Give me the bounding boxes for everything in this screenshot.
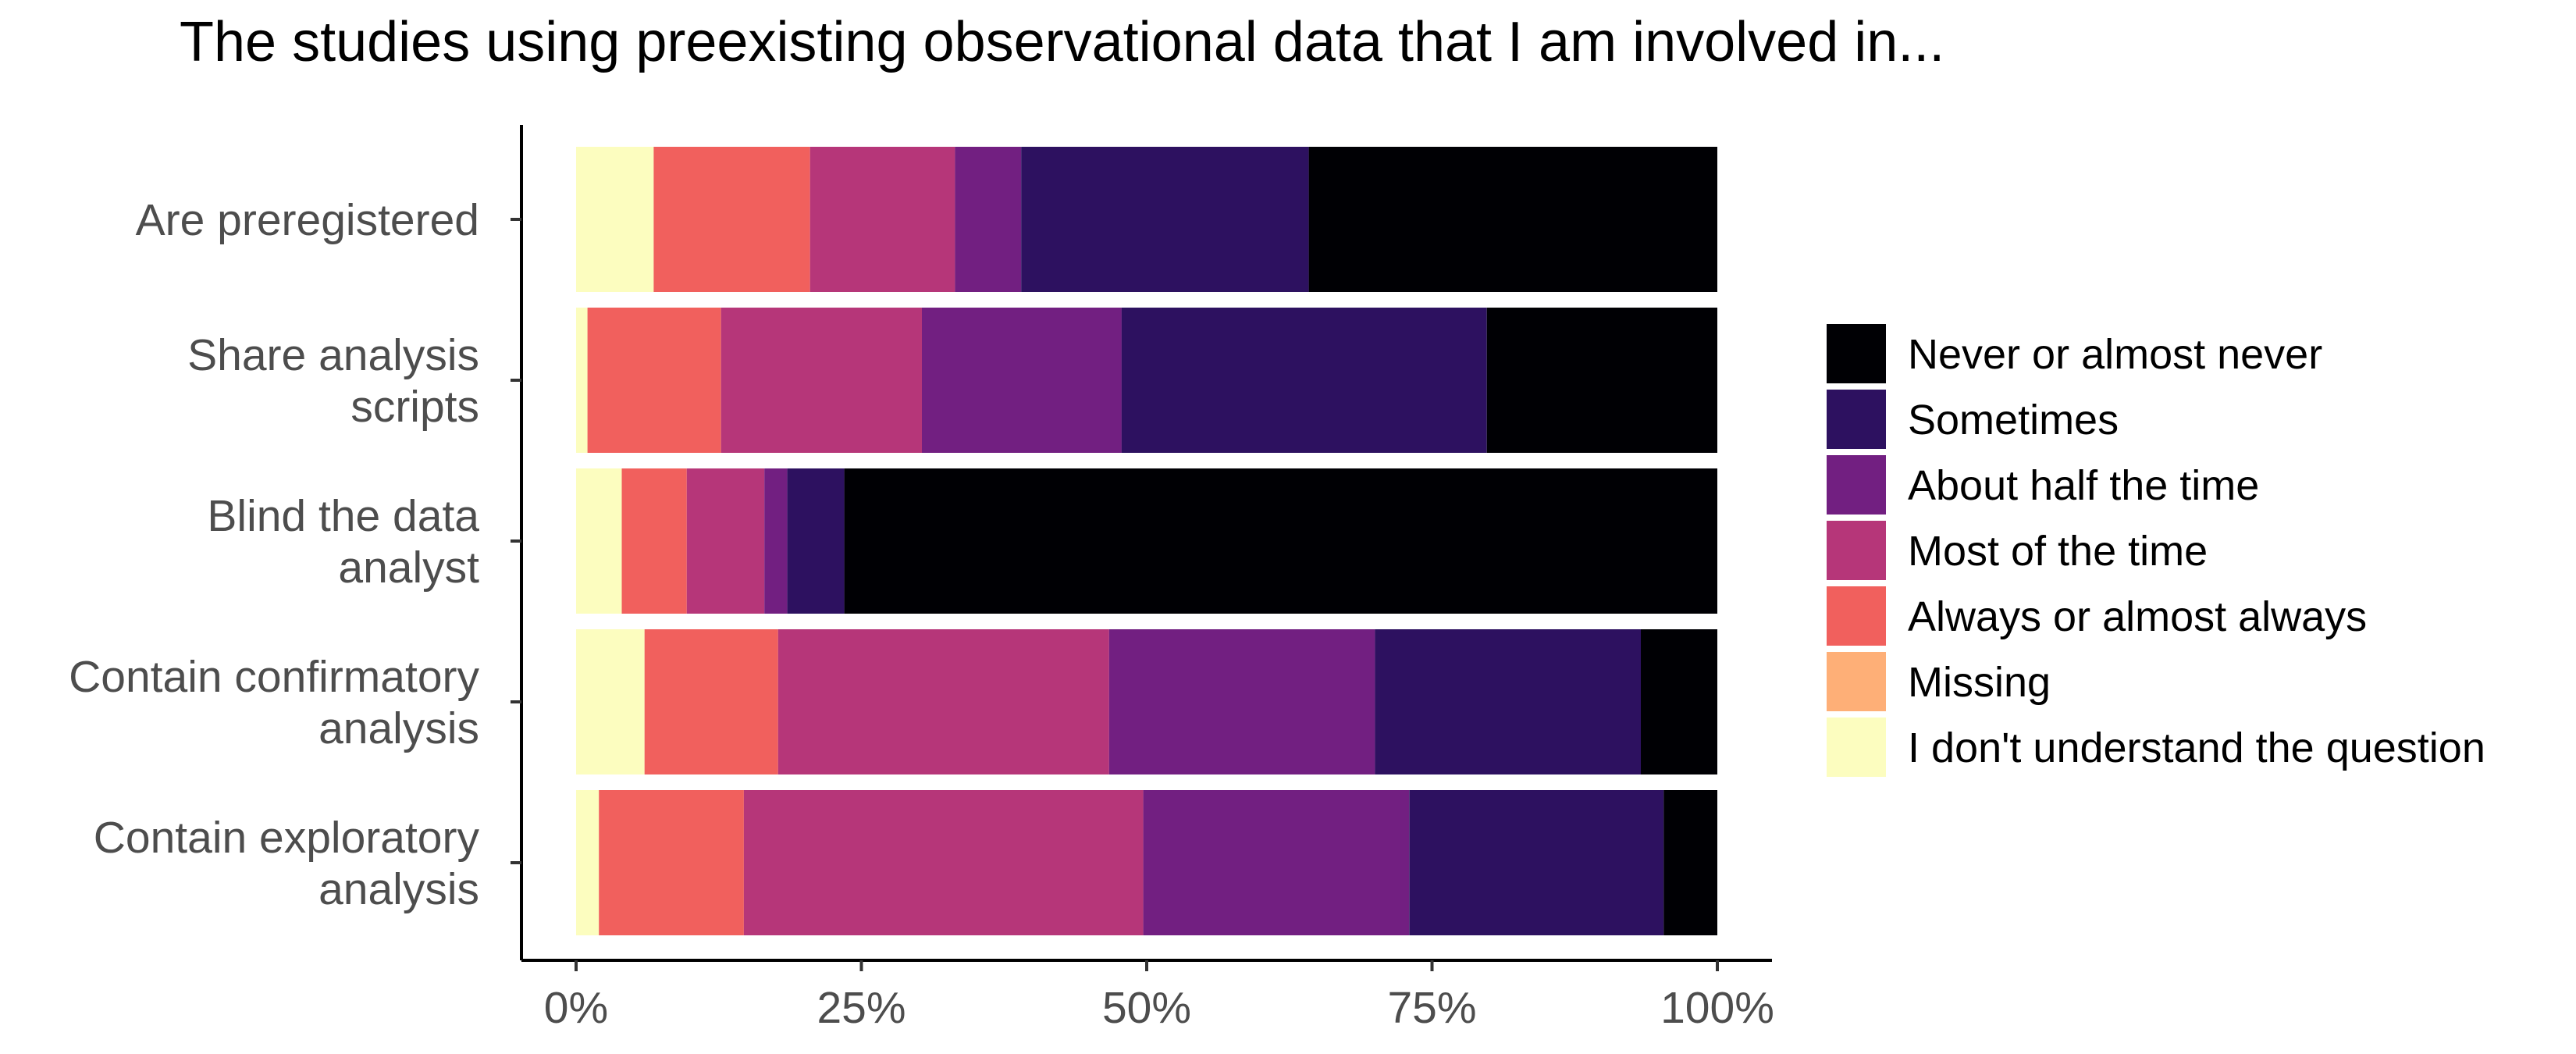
legend-swatch	[1827, 521, 1886, 580]
legend-swatch	[1827, 718, 1886, 777]
legend-swatch	[1827, 390, 1886, 449]
y-tick-label: analyst	[338, 543, 479, 593]
bar-segment	[1121, 308, 1487, 453]
bar-segment	[576, 629, 645, 774]
bars	[576, 147, 1717, 935]
y-tick-label: analysis	[318, 864, 479, 914]
bar-segment	[809, 147, 955, 292]
bar-segment	[844, 468, 1717, 614]
bar-segment	[1308, 147, 1717, 292]
chart-title: The studies using preexisting observatio…	[180, 11, 1944, 73]
x-axis-labels: 0% 25% 50% 75% 100%	[544, 983, 1774, 1033]
legend-label: About half the time	[1908, 462, 2259, 509]
x-tick-label: 0%	[544, 983, 608, 1033]
bar-segment	[576, 790, 600, 935]
legend-swatch	[1827, 324, 1886, 383]
bar-segment	[777, 629, 1109, 774]
legend-label: Sometimes	[1908, 397, 2119, 443]
bar-segment	[1486, 308, 1717, 453]
bar-segment	[1021, 147, 1309, 292]
legend-swatch	[1827, 455, 1886, 515]
x-tick-label: 75%	[1387, 983, 1476, 1033]
bar-segment	[587, 308, 721, 453]
x-tick-label: 50%	[1102, 983, 1191, 1033]
legend-label: I don't understand the question	[1908, 725, 2485, 771]
legend: Never or almost never Sometimes About half…	[1827, 324, 2485, 777]
bar-segment	[922, 308, 1122, 453]
bar-segment	[576, 468, 622, 614]
legend-swatch	[1827, 586, 1886, 646]
legend-swatch	[1827, 652, 1886, 711]
bar-segment	[1409, 790, 1664, 935]
bar-segment	[576, 308, 588, 453]
axes	[511, 125, 1772, 971]
bar-segment	[686, 468, 765, 614]
legend-label: Most of the time	[1908, 528, 2208, 575]
x-tick-label: 100%	[1660, 983, 1774, 1033]
bar-segment	[720, 308, 922, 453]
y-tick-label: Contain exploratory	[94, 813, 480, 863]
bar-segment	[787, 468, 845, 614]
bar-segment	[1663, 790, 1717, 935]
bar-segment	[1108, 629, 1375, 774]
bar-segment	[743, 790, 1144, 935]
bar-segment	[955, 147, 1022, 292]
y-tick-label: Share analysis	[187, 330, 479, 380]
legend-label: Always or almost always	[1908, 593, 2367, 640]
bar-segment	[653, 147, 810, 292]
bar-segment	[764, 468, 788, 614]
legend-label: Missing	[1908, 659, 2051, 706]
y-tick-label: Blind the data	[207, 491, 479, 541]
bar-segment	[621, 468, 687, 614]
bar-segment	[576, 147, 654, 292]
bar-segment	[599, 790, 744, 935]
y-tick-label: Contain confirmatory	[69, 652, 479, 702]
bar-segment	[1143, 790, 1410, 935]
y-tick-label: analysis	[318, 703, 479, 753]
bar-segment	[644, 629, 778, 774]
y-tick-label: Are preregistered	[136, 195, 479, 245]
bar-segment	[1641, 629, 1717, 774]
x-tick-label: 25%	[817, 983, 906, 1033]
y-tick-label: scripts	[350, 382, 479, 432]
bar-segment	[1375, 629, 1641, 774]
legend-label: Never or almost never	[1908, 331, 2322, 378]
